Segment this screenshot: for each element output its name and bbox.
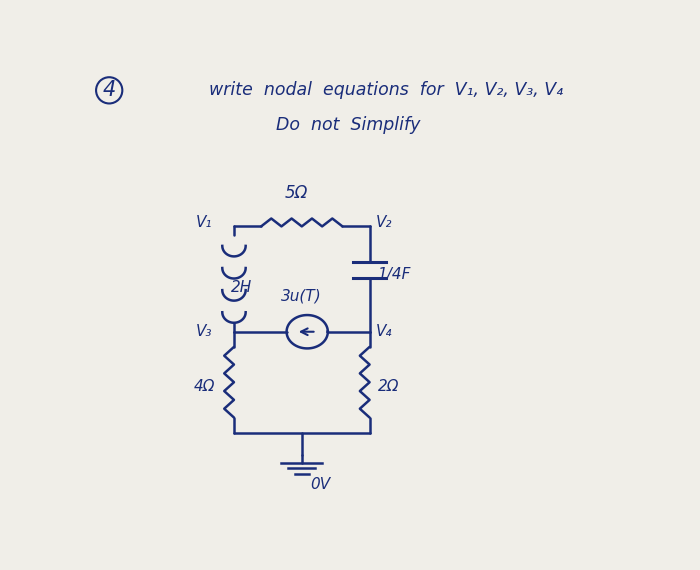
- Text: Do  not  Simplify: Do not Simplify: [276, 116, 420, 135]
- Text: 2Ω: 2Ω: [378, 379, 399, 394]
- Text: V₄: V₄: [376, 324, 393, 339]
- Text: V₃: V₃: [196, 324, 212, 339]
- Text: 0V: 0V: [310, 478, 330, 492]
- Text: V₁: V₁: [196, 214, 212, 230]
- Text: 4: 4: [103, 80, 116, 100]
- Text: 5Ω: 5Ω: [285, 184, 308, 202]
- Text: write  nodal  equations  for  V₁, V₂, V₃, V₄: write nodal equations for V₁, V₂, V₃, V₄: [209, 82, 563, 99]
- Text: 2H: 2H: [231, 280, 253, 295]
- Text: V₂: V₂: [376, 214, 393, 230]
- Text: 3u(T): 3u(T): [281, 288, 322, 303]
- Text: 4Ω: 4Ω: [193, 379, 215, 394]
- Text: 1/4F: 1/4F: [378, 267, 411, 282]
